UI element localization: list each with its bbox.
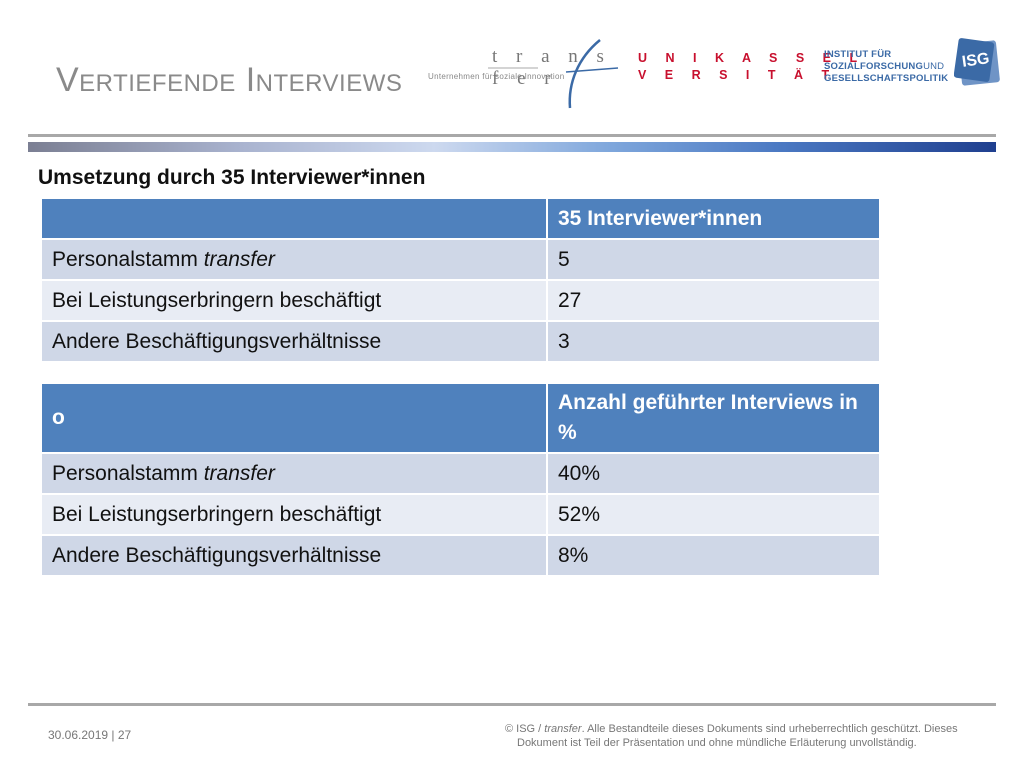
table-header-cell: Anzahl geführter Interviews in % bbox=[548, 384, 881, 454]
table-row: Bei Leistungserbringern beschäftigt 27 bbox=[42, 281, 881, 322]
institut-line2b: UND bbox=[923, 61, 945, 72]
row-value: 52% bbox=[548, 495, 881, 536]
row-value: 40% bbox=[548, 454, 881, 495]
row-value: 5 bbox=[548, 240, 881, 281]
row-label: Personalstamm transfer bbox=[42, 454, 548, 495]
institut-logo: INSTITUT FÜR SOZIALFORSCHUNGUND GESELLSC… bbox=[824, 49, 952, 85]
interviewer-count-table: 35 Interviewer*innen Personalstamm trans… bbox=[42, 199, 881, 363]
transfer-logo: t r a n s f e r Unternehmen für soziale … bbox=[428, 38, 628, 110]
transfer-swoosh-icon bbox=[488, 39, 619, 109]
row-value: 8% bbox=[548, 536, 881, 577]
row-value: 3 bbox=[548, 322, 881, 363]
footer-date-page: 30.06.2019 | 27 bbox=[48, 728, 132, 742]
row-value: 27 bbox=[548, 281, 881, 322]
row-label: Personalstamm transfer bbox=[42, 240, 548, 281]
interview-share-table: o Anzahl geführter Interviews in % Perso… bbox=[42, 384, 881, 577]
institut-line3: GESELLSCHAFTSPOLITIK bbox=[824, 73, 949, 84]
table-row: Personalstamm transfer 40% bbox=[42, 454, 881, 495]
row-label: Andere Beschäftigungsverhältnisse bbox=[42, 322, 548, 363]
top-divider bbox=[28, 134, 996, 137]
table-row: Personalstamm transfer 5 bbox=[42, 240, 881, 281]
transfer-wordmark: t r a n s f e r bbox=[492, 46, 611, 89]
bottom-divider bbox=[28, 703, 996, 706]
transfer-tagline: Unternehmen für soziale Innovation bbox=[428, 72, 565, 81]
table-header-row: o Anzahl geführter Interviews in % bbox=[42, 384, 881, 454]
table-header-row: 35 Interviewer*innen bbox=[42, 199, 881, 240]
table-row: Andere Beschäftigungsverhältnisse 8% bbox=[42, 536, 881, 577]
footer-copyright: © ISG / transfer. Alle Bestandteile dies… bbox=[505, 723, 958, 749]
row-label: Bei Leistungserbringern beschäftigt bbox=[42, 495, 548, 536]
table-row: Andere Beschäftigungsverhältnisse 3 bbox=[42, 322, 881, 363]
institut-line1: INSTITUT FÜR bbox=[824, 49, 892, 60]
gradient-bar bbox=[28, 142, 996, 152]
section-heading: Umsetzung durch 35 Interviewer*innen bbox=[38, 166, 426, 189]
uni-kassel-row2: V E R S I T Ä T bbox=[638, 68, 837, 82]
isg-badge-icon bbox=[953, 38, 1000, 86]
table-header-cell: o bbox=[42, 384, 548, 454]
table-header-cell: 35 Interviewer*innen bbox=[548, 199, 881, 240]
table-row: Bei Leistungserbringern beschäftigt 52% bbox=[42, 495, 881, 536]
institut-line2a: SOZIALFORSCHUNG bbox=[824, 61, 924, 72]
uni-kassel-row1: U N I K A S S E L bbox=[638, 51, 865, 65]
slide-title: Vertiefende Interviews bbox=[56, 61, 403, 99]
row-label: Bei Leistungserbringern beschäftigt bbox=[42, 281, 548, 322]
isg-logo: ISG bbox=[953, 38, 1000, 88]
uni-kassel-logo: U N I K A S S E L V E R S I T Ä T bbox=[638, 50, 865, 90]
row-label: Andere Beschäftigungsverhältnisse bbox=[42, 536, 548, 577]
isg-text: ISG bbox=[960, 50, 991, 71]
table-header-cell bbox=[42, 199, 548, 240]
